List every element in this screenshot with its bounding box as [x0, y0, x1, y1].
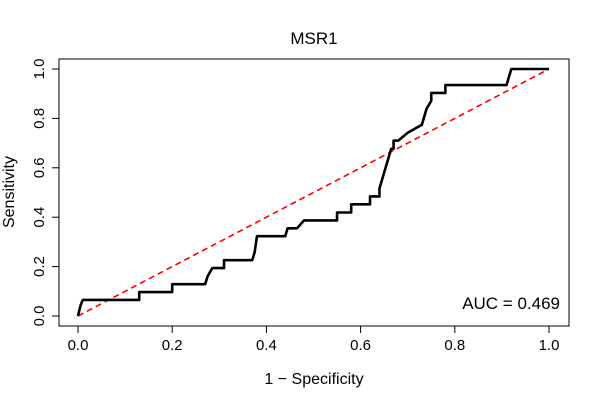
x-tick-label: 0.4 [256, 337, 277, 354]
y-tick-label: 0.8 [31, 108, 48, 129]
roc-curve-line [76, 67, 549, 317]
y-axis-label: Sensitivity [1, 156, 18, 228]
x-axis: 0.0 0.2 0.4 0.6 0.8 1.0 [68, 325, 560, 354]
y-tick-label: 0.4 [31, 207, 48, 228]
x-axis-label: 1 − Specificity [264, 371, 363, 388]
plot-area [76, 67, 550, 317]
chart-title: MSR1 [290, 29, 337, 48]
x-tick-label: 0.0 [68, 337, 89, 354]
auc-annotation: AUC = 0.469 [462, 294, 560, 313]
y-tick-label: 1.0 [31, 59, 48, 80]
y-tick-label: 0.6 [31, 157, 48, 178]
y-tick-label: 0.0 [31, 306, 48, 327]
x-tick-label: 0.8 [444, 337, 465, 354]
x-tick-label: 1.0 [539, 337, 560, 354]
y-tick-label: 0.2 [31, 256, 48, 277]
x-tick-label: 0.6 [350, 337, 371, 354]
reference-diagonal-line [77, 68, 550, 317]
x-tick-label: 0.2 [162, 337, 183, 354]
y-axis: 0.0 0.2 0.4 0.6 0.8 1.0 [31, 59, 60, 327]
